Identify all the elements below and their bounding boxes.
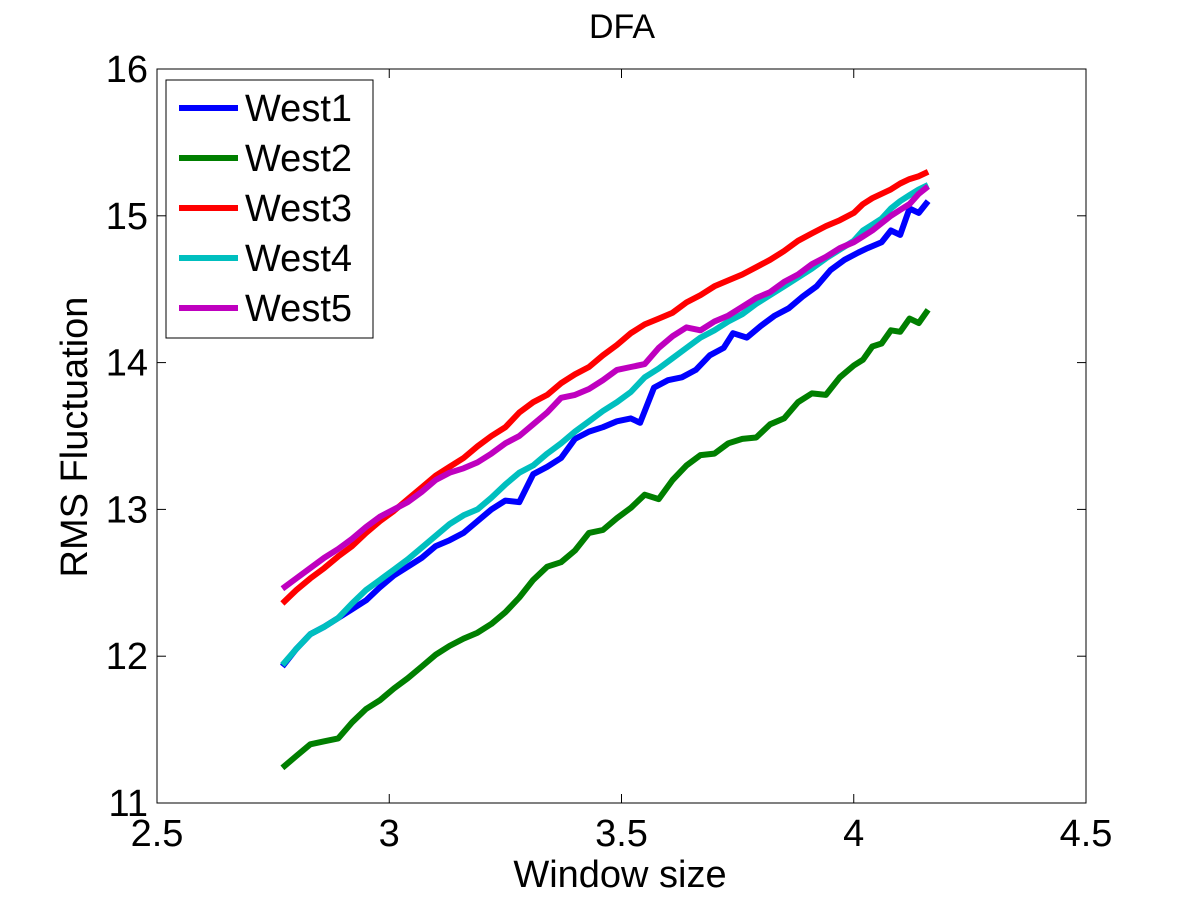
legend-label-west2: West2 bbox=[245, 138, 352, 180]
y-tick-label: 15 bbox=[106, 196, 148, 238]
y-tick-label: 16 bbox=[106, 49, 148, 91]
series-line-west5 bbox=[280, 184, 930, 592]
y-tick-label: 13 bbox=[106, 489, 148, 531]
y-tick-label: 14 bbox=[106, 343, 148, 385]
series-line-west1 bbox=[280, 199, 931, 669]
y-tick-label: 12 bbox=[106, 636, 148, 678]
y-tick-label: 11 bbox=[109, 783, 148, 825]
chart-title: DFA bbox=[589, 8, 655, 46]
series-layer bbox=[280, 169, 931, 771]
legend-label-west3: West3 bbox=[245, 188, 352, 230]
x-tick-label: 3 bbox=[379, 813, 400, 855]
x-axis-label: Window size bbox=[513, 854, 726, 896]
legend-label-west1: West1 bbox=[245, 88, 352, 130]
ticks-layer: 2.5 3 3.5 4 4.5 11 12 13 14 15 16 bbox=[106, 49, 1113, 855]
legend-label-west4: West4 bbox=[245, 238, 352, 280]
legend-label-west5: West5 bbox=[245, 288, 352, 330]
x-tick-label: 2.5 bbox=[131, 813, 184, 855]
series-line-west2 bbox=[280, 308, 931, 771]
legend: West1 West2 West3 West4 West5 bbox=[165, 79, 374, 339]
y-axis-label: RMS Fluctuation bbox=[54, 297, 96, 578]
plot-frame bbox=[156, 68, 1087, 804]
x-tick-label: 3.5 bbox=[595, 813, 648, 855]
x-tick-label: 4 bbox=[843, 813, 864, 855]
x-tick-label: 4.5 bbox=[1060, 813, 1113, 855]
